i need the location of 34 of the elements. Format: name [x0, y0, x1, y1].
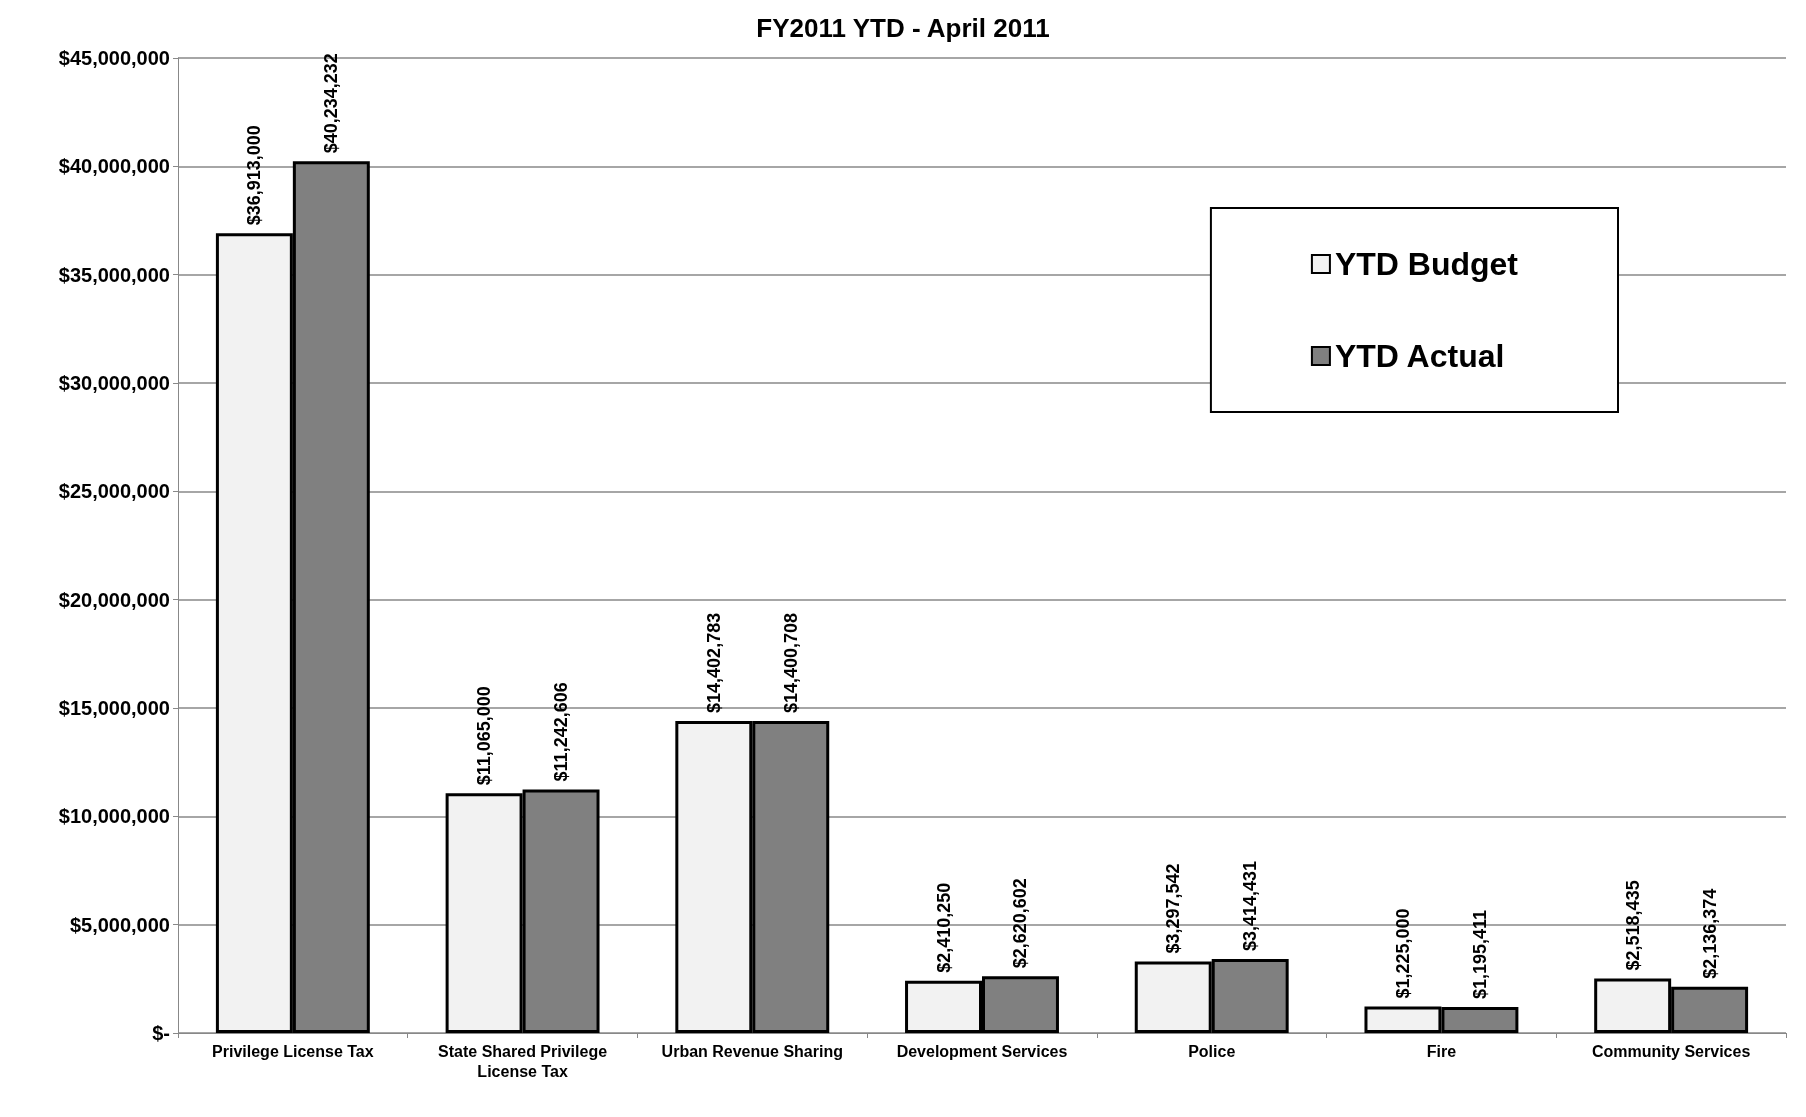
- data-label: $14,402,783: [703, 612, 724, 713]
- x-tick-label: Community Services: [1592, 1042, 1751, 1060]
- y-tick-label: $45,000,000: [58, 47, 170, 69]
- data-label: $2,136,374: [1699, 888, 1720, 979]
- x-tick-label: State Shared Privilege License Tax: [438, 1042, 608, 1080]
- data-label: $2,620,602: [1010, 878, 1031, 969]
- y-tick-label: $40,000,000: [58, 155, 170, 178]
- y-tick-label: $30,000,000: [58, 372, 170, 394]
- y-tick-label: $20,000,000: [58, 588, 170, 611]
- y-tick-label: $-: [152, 1022, 170, 1044]
- data-label: $14,400,708: [780, 612, 801, 713]
- x-tick-label: Fire: [1426, 1042, 1457, 1060]
- y-tick-label: $10,000,000: [58, 805, 170, 828]
- chart-title: FY2011 YTD - April 2011: [756, 13, 1050, 43]
- y-tick-label: $35,000,000: [58, 263, 170, 286]
- data-label: $11,242,606: [551, 682, 572, 782]
- data-label: $1,225,000: [1392, 908, 1413, 999]
- x-tick-label: Privilege License Tax: [212, 1042, 374, 1060]
- legend-label: YTD Budget: [1334, 246, 1519, 282]
- y-tick-label: $5,000,000: [69, 913, 170, 936]
- data-label: $11,065,000: [474, 686, 495, 786]
- x-tick-label: Urban Revenue Sharing: [661, 1042, 843, 1060]
- data-label: $2,410,250: [933, 882, 954, 973]
- legend-label: YTD Actual: [1334, 338, 1505, 374]
- y-tick-label: $15,000,000: [58, 697, 170, 719]
- data-label: $3,414,431: [1240, 860, 1261, 952]
- data-label: $3,297,542: [1163, 863, 1184, 954]
- data-label: $2,518,435: [1622, 880, 1643, 971]
- data-label: $40,234,232: [321, 53, 342, 154]
- x-tick-label: Development Services: [896, 1042, 1068, 1060]
- x-tick-label: Police: [1188, 1042, 1236, 1060]
- data-label: $36,913,000: [244, 125, 265, 226]
- y-tick-label: $25,000,000: [58, 480, 170, 503]
- data-label: $1,195,411: [1469, 909, 1490, 1000]
